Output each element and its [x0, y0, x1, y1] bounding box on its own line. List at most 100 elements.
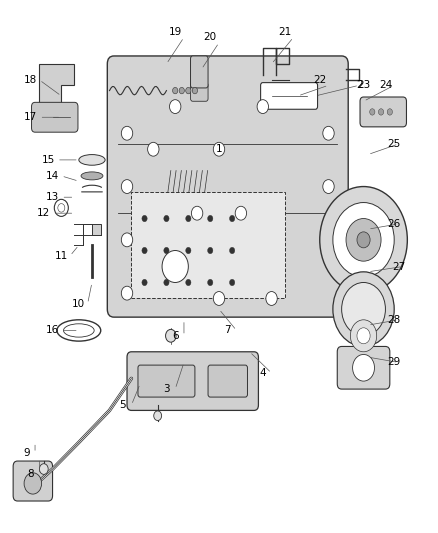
- FancyBboxPatch shape: [13, 461, 53, 501]
- Circle shape: [164, 279, 169, 286]
- Circle shape: [54, 199, 68, 216]
- Circle shape: [333, 272, 394, 346]
- Text: 1: 1: [215, 144, 223, 154]
- Text: 9: 9: [23, 448, 30, 458]
- Circle shape: [164, 215, 169, 222]
- Circle shape: [166, 329, 176, 342]
- Text: 10: 10: [72, 299, 85, 309]
- FancyBboxPatch shape: [32, 102, 78, 132]
- Text: 26: 26: [388, 219, 401, 229]
- Text: 5: 5: [119, 400, 126, 410]
- Circle shape: [186, 247, 191, 254]
- Circle shape: [121, 233, 133, 247]
- Circle shape: [208, 215, 213, 222]
- Circle shape: [173, 87, 178, 94]
- Ellipse shape: [57, 320, 101, 341]
- Text: 23: 23: [357, 80, 370, 90]
- Text: 28: 28: [388, 315, 401, 325]
- Circle shape: [162, 251, 188, 282]
- FancyBboxPatch shape: [261, 83, 318, 109]
- Circle shape: [24, 473, 42, 494]
- Circle shape: [230, 279, 235, 286]
- Text: 25: 25: [388, 139, 401, 149]
- Ellipse shape: [79, 155, 105, 165]
- Circle shape: [142, 215, 147, 222]
- Circle shape: [235, 206, 247, 220]
- Text: 14: 14: [46, 171, 59, 181]
- Circle shape: [208, 247, 213, 254]
- Text: 12: 12: [37, 208, 50, 218]
- FancyBboxPatch shape: [107, 56, 348, 317]
- FancyBboxPatch shape: [127, 352, 258, 410]
- Circle shape: [39, 464, 48, 474]
- Text: 13: 13: [46, 192, 59, 202]
- Text: 8: 8: [27, 470, 34, 479]
- Circle shape: [148, 142, 159, 156]
- Circle shape: [333, 203, 394, 277]
- Circle shape: [186, 215, 191, 222]
- Circle shape: [230, 247, 235, 254]
- Ellipse shape: [64, 324, 94, 337]
- Text: 29: 29: [388, 358, 401, 367]
- Text: 4: 4: [259, 368, 266, 378]
- Circle shape: [230, 215, 235, 222]
- Circle shape: [357, 232, 370, 248]
- Circle shape: [353, 354, 374, 381]
- Circle shape: [121, 126, 133, 140]
- Text: 2: 2: [356, 80, 363, 90]
- Circle shape: [142, 279, 147, 286]
- FancyBboxPatch shape: [337, 346, 390, 389]
- Polygon shape: [39, 64, 74, 107]
- Circle shape: [257, 100, 268, 114]
- Text: 19: 19: [169, 27, 182, 37]
- Circle shape: [191, 206, 203, 220]
- Circle shape: [208, 279, 213, 286]
- Circle shape: [121, 180, 133, 193]
- Circle shape: [346, 219, 381, 261]
- FancyBboxPatch shape: [360, 97, 406, 127]
- Text: 20: 20: [204, 33, 217, 42]
- Text: 7: 7: [224, 326, 231, 335]
- Text: 18: 18: [24, 75, 37, 85]
- Circle shape: [323, 233, 334, 247]
- Ellipse shape: [81, 172, 103, 180]
- Text: 16: 16: [46, 326, 59, 335]
- Circle shape: [323, 126, 334, 140]
- Text: 21: 21: [278, 27, 291, 37]
- FancyBboxPatch shape: [191, 56, 208, 88]
- Polygon shape: [83, 224, 101, 245]
- Text: 27: 27: [392, 262, 405, 271]
- Text: 22: 22: [313, 75, 326, 85]
- Circle shape: [213, 142, 225, 156]
- Circle shape: [154, 411, 162, 421]
- FancyBboxPatch shape: [138, 365, 195, 397]
- Text: 17: 17: [24, 112, 37, 122]
- Circle shape: [186, 279, 191, 286]
- Circle shape: [320, 187, 407, 293]
- FancyBboxPatch shape: [131, 192, 285, 298]
- Circle shape: [266, 292, 277, 305]
- Text: 24: 24: [379, 80, 392, 90]
- Text: 15: 15: [42, 155, 55, 165]
- Circle shape: [142, 247, 147, 254]
- Circle shape: [342, 282, 385, 336]
- Circle shape: [186, 87, 191, 94]
- FancyBboxPatch shape: [208, 365, 247, 397]
- Circle shape: [179, 87, 184, 94]
- Circle shape: [378, 109, 384, 115]
- Circle shape: [170, 100, 181, 114]
- Circle shape: [357, 328, 370, 344]
- Text: 3: 3: [163, 384, 170, 394]
- Circle shape: [387, 109, 392, 115]
- Circle shape: [323, 180, 334, 193]
- Circle shape: [213, 292, 225, 305]
- Circle shape: [350, 320, 377, 352]
- Text: 11: 11: [55, 251, 68, 261]
- Circle shape: [370, 109, 375, 115]
- Circle shape: [192, 87, 198, 94]
- Text: 6: 6: [172, 331, 179, 341]
- Circle shape: [58, 204, 65, 212]
- FancyBboxPatch shape: [191, 83, 208, 101]
- Circle shape: [121, 286, 133, 300]
- Circle shape: [164, 247, 169, 254]
